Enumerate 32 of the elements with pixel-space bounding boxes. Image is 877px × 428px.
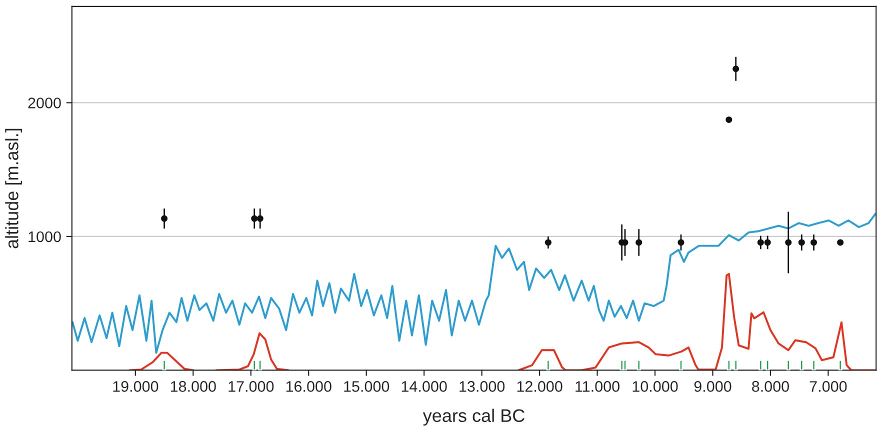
y-tick-label: 1000 xyxy=(28,231,61,242)
point xyxy=(256,215,264,222)
point xyxy=(837,239,844,246)
y-axis-title: altitude [m.asl.] xyxy=(5,128,22,248)
x-tick-label: 9.000 xyxy=(694,381,732,392)
line-series xyxy=(72,212,876,354)
x-tick-label: 10.000 xyxy=(632,381,678,392)
x-tick-label: 18.000 xyxy=(170,381,216,392)
y-tick-label: 2000 xyxy=(28,98,61,108)
point xyxy=(251,215,258,222)
x-tick-label: 13.000 xyxy=(460,381,505,392)
x-tick-label: 8.000 xyxy=(752,381,789,392)
point xyxy=(636,239,642,246)
x-tick-label: 19.000 xyxy=(113,381,158,392)
x-tick-label: 15.000 xyxy=(344,381,390,392)
x-axis-title: years cal BC xyxy=(422,408,525,426)
x-tick-label: 16.000 xyxy=(286,381,332,392)
x-tick-label: 11.000 xyxy=(576,381,620,392)
x-tick-label: 12.000 xyxy=(517,381,562,392)
point xyxy=(810,239,818,246)
point xyxy=(785,239,792,246)
x-tick-label: 14.000 xyxy=(402,381,447,392)
point xyxy=(798,239,805,246)
point xyxy=(544,239,552,246)
point xyxy=(757,239,764,246)
point xyxy=(732,66,740,72)
point xyxy=(678,239,684,246)
x-tick-label: 17.000 xyxy=(228,381,274,392)
x-tick-label: 7.000 xyxy=(810,381,847,392)
point xyxy=(726,116,732,123)
point xyxy=(161,215,168,222)
point xyxy=(764,239,771,246)
